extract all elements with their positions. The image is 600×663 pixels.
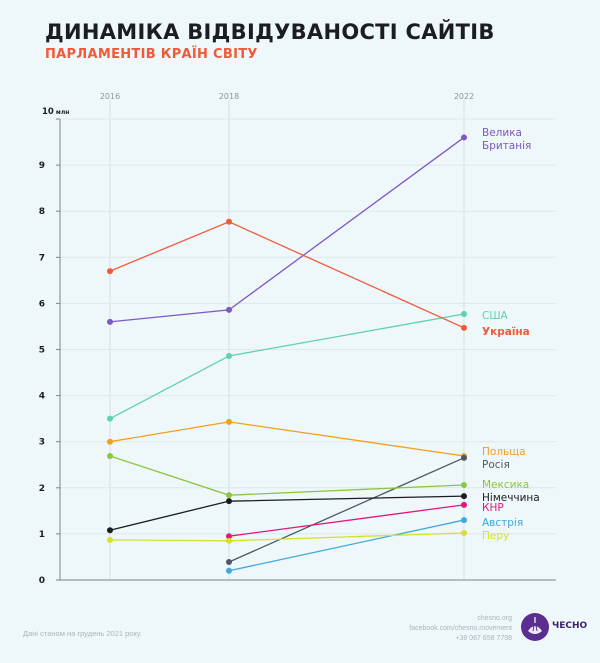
series-line <box>228 519 465 572</box>
series-label: КНР <box>482 502 504 514</box>
data-point <box>461 493 467 500</box>
data-point <box>461 134 467 141</box>
x-tick-label: 2016 <box>100 92 120 101</box>
contacts: chesno.org facebook.com/chesno.movement … <box>409 614 512 644</box>
series-label: Польща <box>482 446 526 458</box>
contact-website[interactable]: chesno.org <box>477 615 512 622</box>
y-tick-label: 0 <box>39 576 45 586</box>
data-point <box>226 498 232 505</box>
data-point <box>461 311 467 318</box>
chart-title: ДИНАМІКА ВІДВІДУВАНОСТІ САЙТІВ <box>45 20 495 44</box>
data-point <box>226 533 232 540</box>
data-point <box>226 537 232 544</box>
series-label: Мексика <box>482 479 529 491</box>
data-point <box>107 452 113 459</box>
data-point <box>226 218 232 225</box>
series-line <box>109 221 465 329</box>
series-label: Україна <box>482 326 530 338</box>
y-tick-label: 2 <box>39 484 45 494</box>
chart-subtitle: ПАРЛАМЕНТІВ КРАЇН СВІТУ <box>45 47 258 62</box>
series-label: Перу <box>482 530 509 542</box>
y-tick-label: 7 <box>39 253 45 263</box>
data-point <box>461 501 467 508</box>
logo-text: ЧЕСНО <box>552 621 588 631</box>
y-tick-label: 8 <box>39 207 45 217</box>
series-label: Росія <box>482 459 510 471</box>
data-point <box>226 306 232 313</box>
y-tick-label: 3 <box>39 438 45 448</box>
y-tick-label: 4 <box>39 392 45 402</box>
data-point <box>226 418 232 425</box>
data-point <box>226 567 232 574</box>
series-label: США <box>482 310 509 322</box>
data-point <box>226 492 232 499</box>
series-line <box>228 504 465 537</box>
data-point <box>461 324 467 331</box>
data-point <box>461 482 467 489</box>
data-point <box>226 559 232 566</box>
data-point <box>226 352 232 359</box>
y-tick-label: 10 млн <box>42 107 69 117</box>
data-point <box>107 527 113 534</box>
data-point <box>107 318 113 325</box>
data-point <box>461 517 467 524</box>
series-label: Велика <box>482 127 522 139</box>
series-line <box>109 455 465 496</box>
series-label: Австрія <box>482 517 523 529</box>
series-label: Німеччина <box>482 492 540 504</box>
series-line <box>109 313 465 420</box>
data-point <box>107 536 113 543</box>
x-tick-label: 2022 <box>454 92 474 101</box>
contact-facebook[interactable]: facebook.com/chesno.movement <box>409 625 512 632</box>
y-tick-label: 6 <box>39 299 45 309</box>
y-tick-label: 9 <box>39 161 45 171</box>
series-line <box>109 495 465 531</box>
data-point <box>107 438 113 445</box>
x-tick-label: 2018 <box>219 92 239 101</box>
y-tick-label: 5 <box>39 346 45 356</box>
data-point <box>461 529 467 536</box>
chesno-logo-icon <box>521 613 549 641</box>
footer-note: Дані станом на грудень 2021 року. <box>23 629 142 638</box>
series-label: Британія <box>482 140 531 152</box>
data-point <box>107 268 113 275</box>
y-tick-label: 1 <box>39 530 45 540</box>
contact-phone: +38 067 658 7798 <box>455 635 512 642</box>
series-line <box>109 421 465 457</box>
data-point <box>107 415 113 422</box>
series-line <box>228 457 465 563</box>
data-point <box>461 454 467 461</box>
